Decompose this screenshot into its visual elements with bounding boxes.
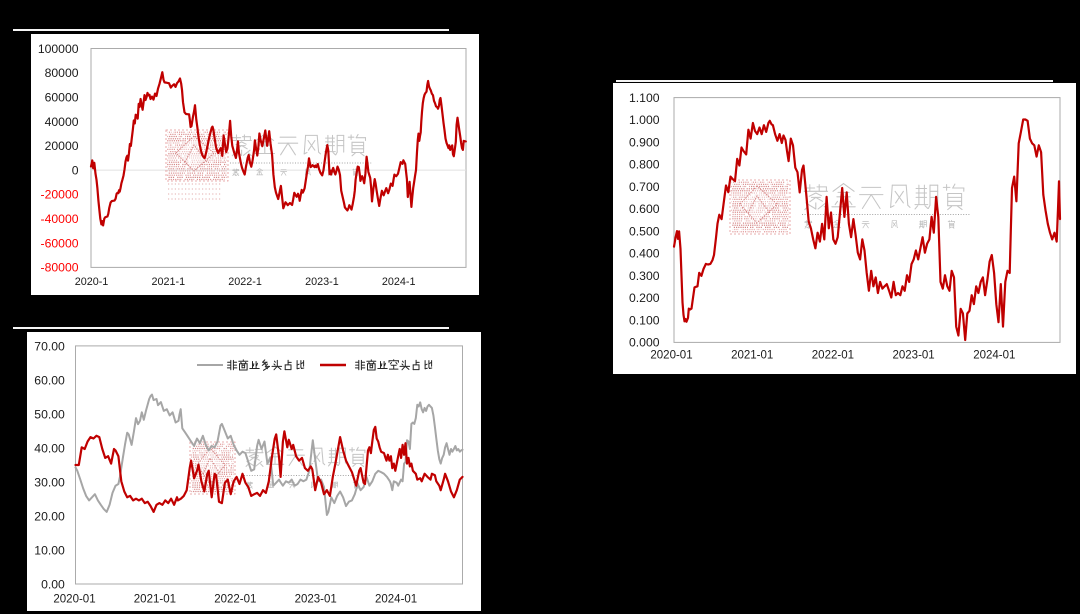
svg-text:2022-01: 2022-01 [214,594,256,606]
svg-text:100000: 100000 [38,42,79,56]
svg-text:0: 0 [72,163,79,177]
svg-text:2021-01: 2021-01 [134,594,176,606]
svg-text:2023-1: 2023-1 [305,276,339,288]
svg-text:1.100: 1.100 [629,91,660,105]
svg-text:2020-01: 2020-01 [53,594,95,606]
svg-text:1.000: 1.000 [629,113,660,127]
svg-text:-60000: -60000 [41,236,79,250]
svg-text:0.500: 0.500 [629,224,660,238]
svg-text:2020-01: 2020-01 [650,350,692,362]
svg-text:2024-01: 2024-01 [973,350,1015,362]
svg-text:30.00: 30.00 [34,475,65,489]
svg-text:40.00: 40.00 [34,441,65,455]
svg-text:2022-1: 2022-1 [228,276,262,288]
svg-text:50.00: 50.00 [34,407,65,421]
svg-text:80000: 80000 [45,66,79,80]
svg-text:2024-1: 2024-1 [382,276,416,288]
svg-text:0.00: 0.00 [41,577,65,591]
svg-text:-20000: -20000 [41,188,79,202]
svg-text:20000: 20000 [45,139,79,153]
svg-text:60000: 60000 [45,91,79,105]
svg-text:-80000: -80000 [41,261,79,275]
svg-text:0.300: 0.300 [629,269,660,283]
svg-text:2020-1: 2020-1 [75,276,109,288]
svg-text:20.00: 20.00 [34,509,65,523]
svg-text:0.200: 0.200 [629,291,660,305]
svg-text:2023-01: 2023-01 [892,350,934,362]
svg-text:0.100: 0.100 [629,313,660,327]
svg-text:2021-1: 2021-1 [151,276,185,288]
svg-text:70.00: 70.00 [34,339,65,353]
svg-text:0.900: 0.900 [629,135,660,149]
svg-text:2021-01: 2021-01 [731,350,773,362]
svg-text:10.00: 10.00 [34,543,65,557]
svg-text:40000: 40000 [45,115,79,129]
svg-text:0.000: 0.000 [629,336,660,350]
svg-text:60.00: 60.00 [34,373,65,387]
svg-text:0.700: 0.700 [629,180,660,194]
svg-text:0.800: 0.800 [629,158,660,172]
svg-text:2023-01: 2023-01 [295,594,337,606]
svg-text:0.400: 0.400 [629,247,660,261]
svg-text:0.600: 0.600 [629,202,660,216]
svg-text:-40000: -40000 [41,212,79,226]
svg-text:2024-01: 2024-01 [375,594,417,606]
svg-text:2022-01: 2022-01 [812,350,854,362]
